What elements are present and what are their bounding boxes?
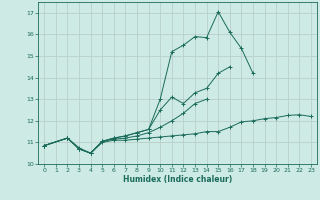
X-axis label: Humidex (Indice chaleur): Humidex (Indice chaleur) [123, 175, 232, 184]
